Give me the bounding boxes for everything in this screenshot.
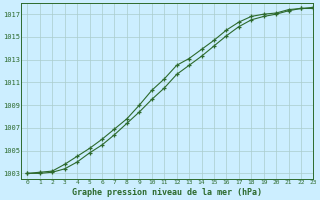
X-axis label: Graphe pression niveau de la mer (hPa): Graphe pression niveau de la mer (hPa) (72, 188, 262, 197)
